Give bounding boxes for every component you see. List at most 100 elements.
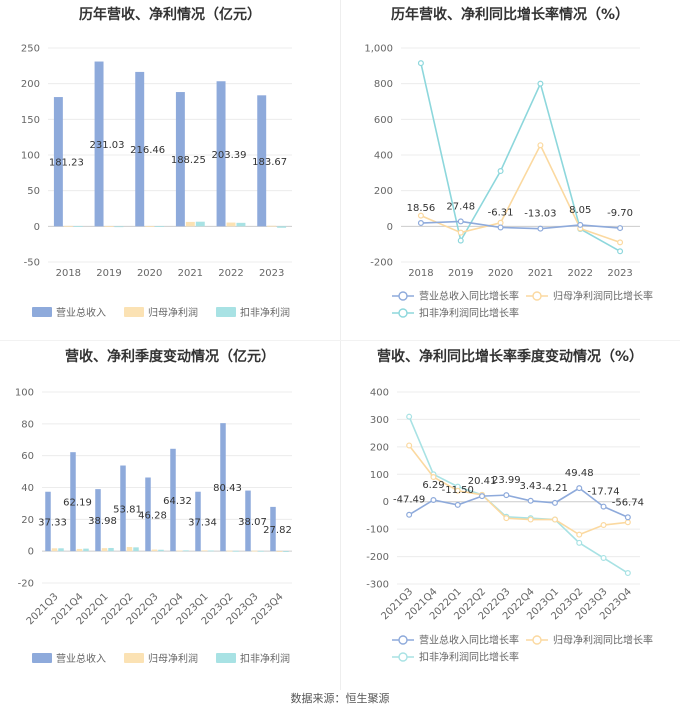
bar-1-2 xyxy=(145,226,155,227)
point-0-1 xyxy=(457,218,464,225)
y-tick-label: 600 xyxy=(374,115,393,126)
bar-1-9 xyxy=(276,551,283,552)
bar-1-5 xyxy=(176,550,183,552)
series-line-1 xyxy=(408,444,628,536)
point-2-7 xyxy=(576,539,583,546)
point-2-3 xyxy=(537,80,544,87)
bar-2-4 xyxy=(236,222,246,227)
annual-growth-rate-chart: 历年营收、净利同比增长率情况（%） -200 0 200 400 600 800 1,000… xyxy=(340,0,680,340)
data-label: -13.03 xyxy=(524,209,556,220)
y-tick-label: 200 xyxy=(374,186,393,197)
legend-swatch xyxy=(124,307,144,317)
bar-0-4 xyxy=(145,477,151,552)
bar-2-1 xyxy=(114,226,124,228)
series-line-2 xyxy=(420,62,621,252)
data-label: -6.31 xyxy=(488,207,514,218)
bar-0-4 xyxy=(216,81,226,227)
legend-label: 扣非净利润同比增长率 xyxy=(419,651,519,664)
point-1-2 xyxy=(454,487,461,494)
bar-2-9 xyxy=(283,551,289,552)
data-label: 188.25 xyxy=(171,155,206,166)
point-0-7 xyxy=(576,485,583,492)
data-label: 23.99 xyxy=(492,475,521,486)
y-tick-label: 80 xyxy=(21,419,34,430)
y-tick-label: -200 xyxy=(366,552,389,563)
x-tick-label: 2019 xyxy=(96,268,121,279)
bar-1-4 xyxy=(151,549,158,552)
data-label: -17.74 xyxy=(587,487,619,498)
data-label: 46.28 xyxy=(138,510,167,521)
point-1-4 xyxy=(503,515,510,522)
data-label: -11.50 xyxy=(442,485,474,496)
data-label: 62.19 xyxy=(63,498,92,509)
chart-svg: -50 0 50 100 150 200 250 2018 2019 2020 2021 2022 20… xyxy=(21,44,292,319)
point-0-3 xyxy=(479,493,486,500)
bar-2-2 xyxy=(108,547,114,552)
chart-title: 营收、净利同比增长率季度变动情况（%） xyxy=(376,349,644,365)
chart-title: 历年营收、净利情况（亿元） xyxy=(79,7,261,23)
data-label: 37.34 xyxy=(188,517,217,528)
legend-marker xyxy=(398,652,408,662)
chart-title: 历年营收、净利同比增长率情况（%） xyxy=(390,7,630,23)
bar-1-3 xyxy=(185,221,195,227)
quarterly-growth-rate-chart: 营收、净利同比增长率季度变动情况（%） -300 -200 -100 0 100 200 3… xyxy=(340,340,680,690)
y-tick-label: 60 xyxy=(21,451,34,462)
bar-0-3 xyxy=(120,465,126,552)
y-tick-label: 800 xyxy=(374,79,393,90)
data-label: 203.39 xyxy=(212,150,247,161)
bar-0-8 xyxy=(245,490,251,552)
y-tick-label: 200 xyxy=(370,442,389,453)
point-0-2 xyxy=(454,501,461,508)
point-0-5 xyxy=(617,225,624,232)
point-0-0 xyxy=(406,511,413,518)
data-label: 8.05 xyxy=(569,205,591,216)
y-tick-label: -100 xyxy=(366,525,389,536)
y-tick-label: 200 xyxy=(21,79,40,90)
data-label: 181.23 xyxy=(49,158,84,169)
data-label: 38.98 xyxy=(88,516,117,527)
bar-2-0 xyxy=(73,225,83,227)
y-tick-label: -50 xyxy=(24,258,40,269)
legend-label: 归母净利润同比增长率 xyxy=(553,290,653,303)
bar-0-2 xyxy=(135,71,145,227)
point-0-1 xyxy=(430,496,437,503)
bar-0-5 xyxy=(257,95,267,227)
legend-label: 扣非净利润 xyxy=(240,652,290,665)
bar-2-2 xyxy=(155,226,165,227)
legend-label: 扣非净利润 xyxy=(240,306,290,319)
legend-marker xyxy=(398,308,408,318)
x-tick-label: 2020 xyxy=(137,268,162,279)
series-line-0 xyxy=(408,487,629,519)
bar-0-9 xyxy=(270,506,276,552)
point-2-2 xyxy=(497,168,504,175)
x-tick-label: 2018 xyxy=(408,268,433,279)
y-tick-label: 40 xyxy=(21,483,34,494)
data-label: -56.74 xyxy=(612,497,644,508)
series-line-0 xyxy=(420,220,621,230)
bar-0-1 xyxy=(70,452,76,552)
point-0-2 xyxy=(497,224,504,231)
point-1-8 xyxy=(600,522,607,529)
y-tick-label: 20 xyxy=(21,515,34,526)
bar-2-4 xyxy=(158,549,164,552)
series-line-2 xyxy=(408,416,629,574)
point-2-9 xyxy=(624,570,631,577)
y-tick-label: 150 xyxy=(21,115,40,126)
point-2-0 xyxy=(406,413,413,420)
point-1-0 xyxy=(417,212,424,219)
data-label: 231.03 xyxy=(90,140,125,151)
data-label: 20.41 xyxy=(468,476,497,487)
data-label: 53.81 xyxy=(113,504,142,515)
point-2-8 xyxy=(600,554,607,561)
bar-1-7 xyxy=(226,550,233,552)
panel-divider-horizontal xyxy=(0,340,680,341)
bar-1-6 xyxy=(201,550,208,552)
x-tick-label: 2020 xyxy=(488,268,513,279)
series-line-1 xyxy=(420,143,621,244)
y-tick-label: 50 xyxy=(27,186,40,197)
bar-0-0 xyxy=(53,97,63,227)
chart-svg: -300-200-10001002003004002021Q32021Q4202… xyxy=(366,388,653,664)
bar-0-6 xyxy=(195,491,201,552)
chart-title: 营收、净利季度变动情况（亿元） xyxy=(65,349,275,365)
x-tick-label: 2021 xyxy=(178,268,203,279)
